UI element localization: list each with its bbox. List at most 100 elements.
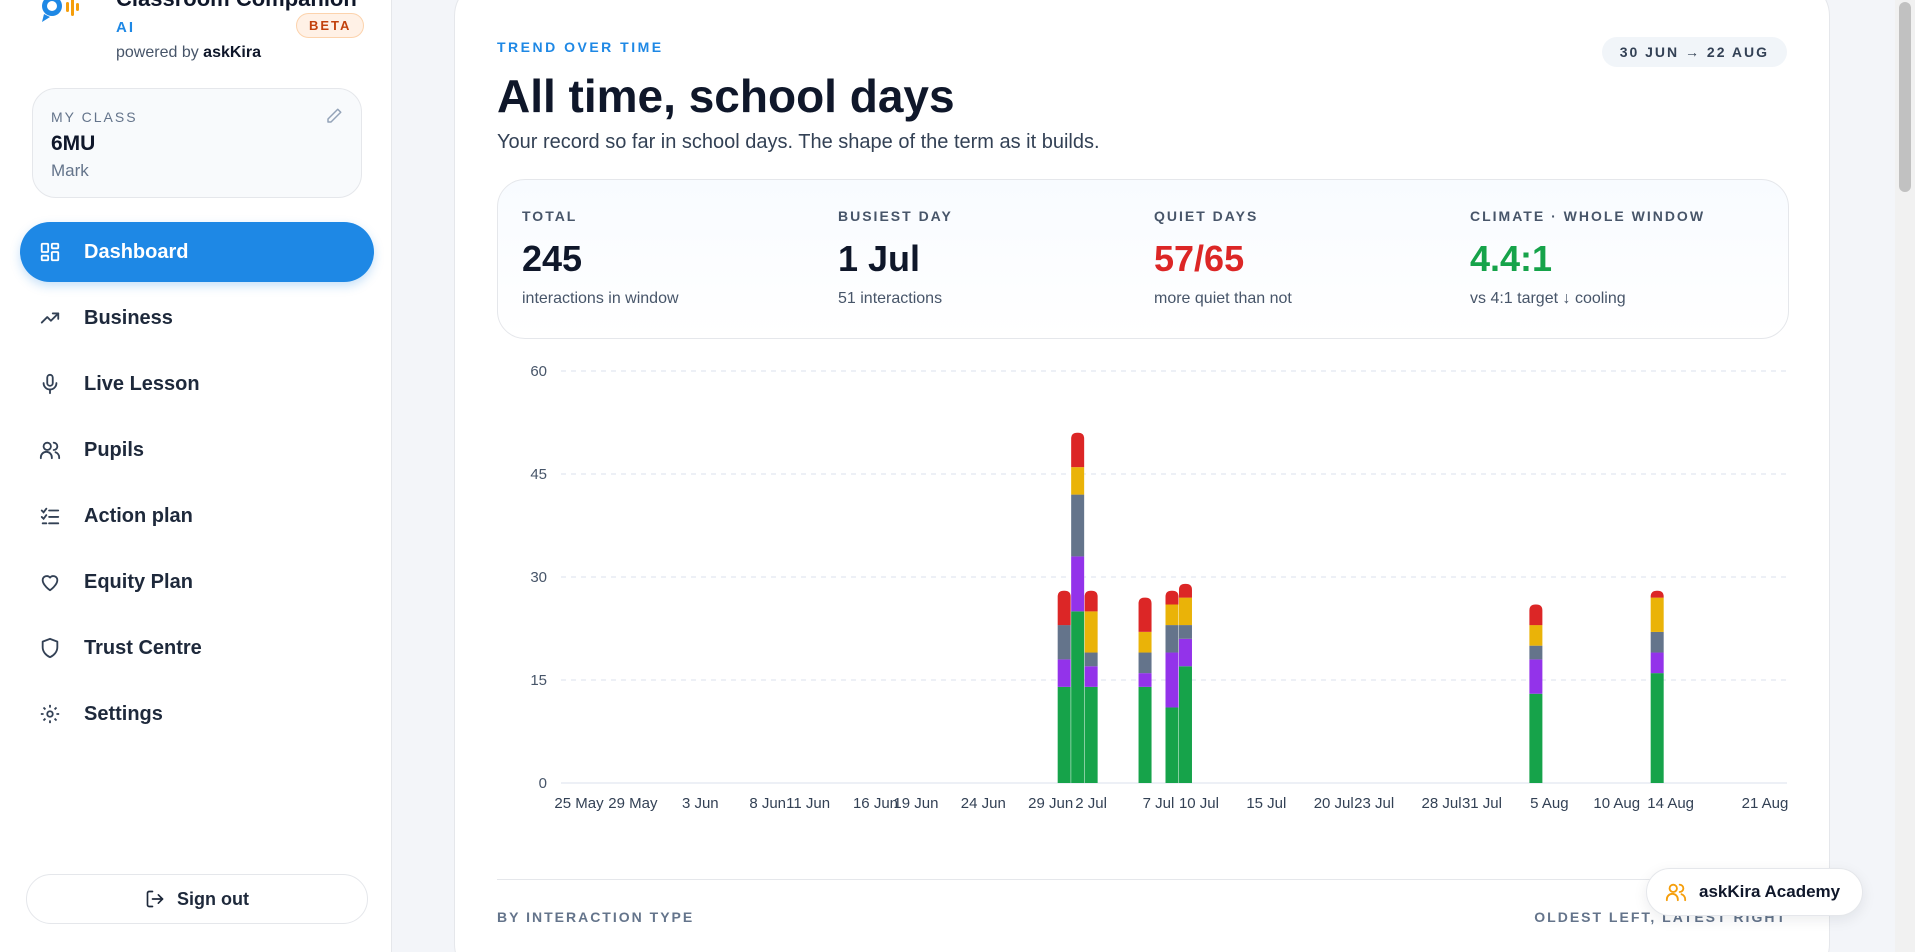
bar-segment: [1165, 590, 1179, 605]
bar-segment: [1071, 611, 1085, 783]
x-tick-label: 16 Jun: [853, 795, 898, 811]
bar-segment: [1178, 666, 1192, 783]
nav-label: Equity Plan: [84, 570, 193, 593]
academy-button[interactable]: askKira Academy: [1646, 868, 1864, 916]
nav-item-equity-plan[interactable]: Equity Plan: [20, 552, 374, 612]
nav-label: Trust Centre: [84, 636, 202, 659]
x-tick-label: 8 Jun: [749, 795, 786, 811]
users-icon: [1665, 883, 1687, 902]
stat-note: vs 4:1 target ↓ cooling: [1470, 290, 1626, 307]
bar-segment: [1165, 707, 1179, 783]
class-name: 6MU: [51, 132, 96, 155]
nav-item-pupils[interactable]: Pupils: [20, 420, 374, 480]
y-tick-label: 60: [530, 363, 547, 380]
scrollbar-thumb[interactable]: [1899, 2, 1911, 192]
bar-segment: [1084, 590, 1098, 612]
bar-segment: [1529, 659, 1543, 694]
stat-label: CLIMATE · WHOLE WINDOW: [1470, 208, 1706, 224]
stat-label: TOTAL: [522, 208, 578, 224]
nav-label: Action plan: [84, 504, 193, 527]
brand: Classroom Companion AI BETA powered by a…: [40, 0, 370, 66]
bar-segment: [1165, 625, 1179, 653]
nav-item-business[interactable]: Business: [20, 288, 374, 348]
main-nav: Dashboard Business Live Lesson Pupils Ac…: [20, 222, 374, 750]
stat-value: 4.4:1: [1470, 238, 1553, 279]
x-tick-label: 15 Jul: [1246, 795, 1286, 811]
trend-card: TREND OVER TIME 30 JUN → 22 AUG All time…: [454, 0, 1830, 952]
x-tick-label: 28 Jul: [1422, 795, 1462, 811]
x-tick-label: 25 May: [554, 795, 604, 811]
bar-segment: [1084, 611, 1098, 653]
bar-segment: [1138, 686, 1152, 783]
nav-item-dashboard[interactable]: Dashboard: [20, 222, 374, 282]
sign-out-icon: [146, 890, 164, 908]
bar-segment: [1529, 625, 1543, 646]
bar-segment: [1650, 631, 1664, 653]
nav-label: Live Lesson: [84, 372, 200, 395]
bar-segment: [1529, 604, 1543, 626]
stat-quiet-days: QUIET DAYS 57/65 more quiet than not: [1130, 180, 1446, 340]
page-subtitle: Your record so far in school days. The s…: [497, 131, 1100, 153]
bar-segment: [1650, 673, 1664, 783]
nav-item-trust-centre[interactable]: Trust Centre: [20, 618, 374, 678]
page-scrollbar[interactable]: [1895, 0, 1915, 952]
x-tick-label: 10 Aug: [1593, 795, 1640, 811]
section-eyebrow: TREND OVER TIME: [497, 39, 664, 55]
sign-out-label: Sign out: [177, 888, 249, 909]
users-icon: [38, 438, 62, 462]
x-tick-label: 14 Aug: [1647, 795, 1694, 811]
y-tick-label: 0: [539, 775, 547, 792]
nav-item-action-plan[interactable]: Action plan: [20, 486, 374, 546]
stat-note: 51 interactions: [838, 290, 943, 307]
bar-segment: [1165, 604, 1179, 626]
nav-label: Business: [84, 306, 173, 329]
nav-item-settings[interactable]: Settings: [20, 684, 374, 744]
page-title: All time, school days: [497, 70, 955, 122]
stacked-bar-chart: 0 15 30 45 60 25 May 29 May 3 Jun 8 Jun 11 Jun 16 …: [530, 363, 1789, 812]
bar-segment: [1071, 556, 1085, 612]
gear-icon: [38, 702, 62, 726]
x-tick-label: 5 Aug: [1530, 795, 1568, 811]
bar-segment: [1071, 432, 1085, 468]
class-teacher: Mark: [51, 161, 89, 180]
sign-out-button[interactable]: Sign out: [26, 874, 368, 924]
nav-label: Pupils: [84, 438, 145, 461]
x-tick-label: 3 Jun: [682, 795, 719, 811]
x-tick-label: 11 Jun: [786, 795, 830, 811]
stat-note: interactions in window: [522, 290, 679, 307]
logo-icon: [42, 0, 79, 22]
trend-chart: 0 15 30 45 60 25 May 29 May 3 Jun 8 Jun 11 Jun 16 …: [497, 351, 1797, 812]
x-tick-label: 7 Jul: [1143, 795, 1175, 811]
x-tick-label: 29 May: [608, 795, 658, 811]
bar-segment: [1057, 625, 1071, 660]
bar-segment: [1138, 652, 1152, 674]
x-tick-label: 10 Jul: [1179, 795, 1219, 811]
class-label: MY CLASS: [51, 109, 138, 125]
bar-segment: [1084, 652, 1098, 667]
x-tick-label: 23 Jul: [1354, 795, 1394, 811]
bar-segment: [1084, 666, 1098, 687]
sidebar: Classroom Companion AI BETA powered by a…: [0, 0, 392, 952]
checklist-icon: [38, 504, 62, 528]
bar-segment: [1650, 597, 1664, 632]
dashboard-icon: [38, 240, 62, 264]
stat-note: more quiet than not: [1154, 290, 1292, 307]
bar-segment: [1650, 590, 1664, 598]
section-divider: [497, 879, 1789, 880]
pencil-icon[interactable]: [325, 107, 343, 125]
stat-label: QUIET DAYS: [1154, 208, 1259, 224]
x-tick-label: 21 Aug: [1742, 795, 1789, 811]
bar-segment: [1138, 631, 1152, 653]
bar-segment: [1165, 652, 1179, 708]
nav-item-live-lesson[interactable]: Live Lesson: [20, 354, 374, 414]
academy-label: askKira Academy: [1699, 882, 1841, 901]
bar-segment: [1529, 645, 1543, 660]
x-tick-label: 19 Jun: [893, 795, 938, 811]
ai-label: AI: [116, 19, 135, 36]
stat-value: 245: [522, 238, 583, 279]
x-tick-label: 29 Jun: [1028, 795, 1073, 811]
powered-by: powered by askKira: [116, 44, 261, 62]
bar-segment: [1057, 659, 1071, 687]
shield-icon: [38, 636, 62, 660]
x-tick-label: 20 Jul: [1314, 795, 1354, 811]
